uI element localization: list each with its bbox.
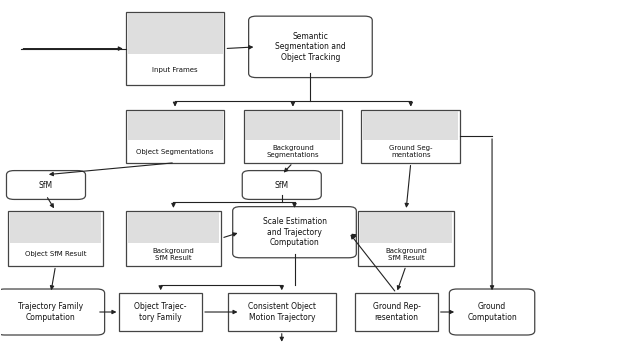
FancyBboxPatch shape (449, 289, 535, 335)
Text: Background
Segmentations: Background Segmentations (267, 145, 319, 158)
FancyBboxPatch shape (358, 211, 454, 266)
FancyBboxPatch shape (362, 109, 460, 163)
FancyBboxPatch shape (125, 211, 221, 266)
Text: Object Segmentations: Object Segmentations (136, 148, 214, 155)
FancyBboxPatch shape (233, 207, 356, 258)
Text: Object SfM Result: Object SfM Result (25, 251, 86, 257)
FancyBboxPatch shape (0, 289, 104, 335)
FancyBboxPatch shape (248, 16, 372, 78)
Text: Input Frames: Input Frames (152, 67, 198, 73)
Text: Consistent Object
Motion Trajectory: Consistent Object Motion Trajectory (248, 302, 316, 322)
Text: SfM: SfM (39, 181, 53, 190)
FancyBboxPatch shape (127, 110, 223, 140)
FancyBboxPatch shape (10, 212, 101, 243)
FancyBboxPatch shape (360, 212, 452, 243)
Text: Semantic
Segmentation and
Object Tracking: Semantic Segmentation and Object Trackin… (275, 32, 346, 62)
FancyBboxPatch shape (125, 109, 225, 163)
Text: Scale Estimation
and Trajectory
Computation: Scale Estimation and Trajectory Computat… (262, 217, 326, 247)
Text: Ground Seg-
mentations: Ground Seg- mentations (389, 145, 433, 158)
FancyBboxPatch shape (6, 171, 86, 199)
FancyBboxPatch shape (127, 212, 220, 243)
Text: Background
SfM Result: Background SfM Result (385, 248, 427, 261)
FancyBboxPatch shape (243, 171, 321, 199)
Text: Background
SfM Result: Background SfM Result (152, 248, 195, 261)
Text: Ground
Computation: Ground Computation (467, 302, 517, 322)
FancyBboxPatch shape (228, 293, 336, 331)
Text: Ground Rep-
resentation: Ground Rep- resentation (372, 302, 420, 322)
FancyBboxPatch shape (244, 109, 342, 163)
Text: Trajectory Family
Computation: Trajectory Family Computation (18, 302, 83, 322)
FancyBboxPatch shape (8, 211, 103, 266)
FancyBboxPatch shape (125, 12, 225, 85)
Text: SfM: SfM (275, 181, 289, 190)
FancyBboxPatch shape (355, 293, 438, 331)
FancyBboxPatch shape (246, 110, 340, 140)
FancyBboxPatch shape (127, 13, 223, 54)
FancyBboxPatch shape (364, 110, 458, 140)
Text: Object Trajec-
tory Family: Object Trajec- tory Family (134, 302, 187, 322)
FancyBboxPatch shape (119, 293, 202, 331)
